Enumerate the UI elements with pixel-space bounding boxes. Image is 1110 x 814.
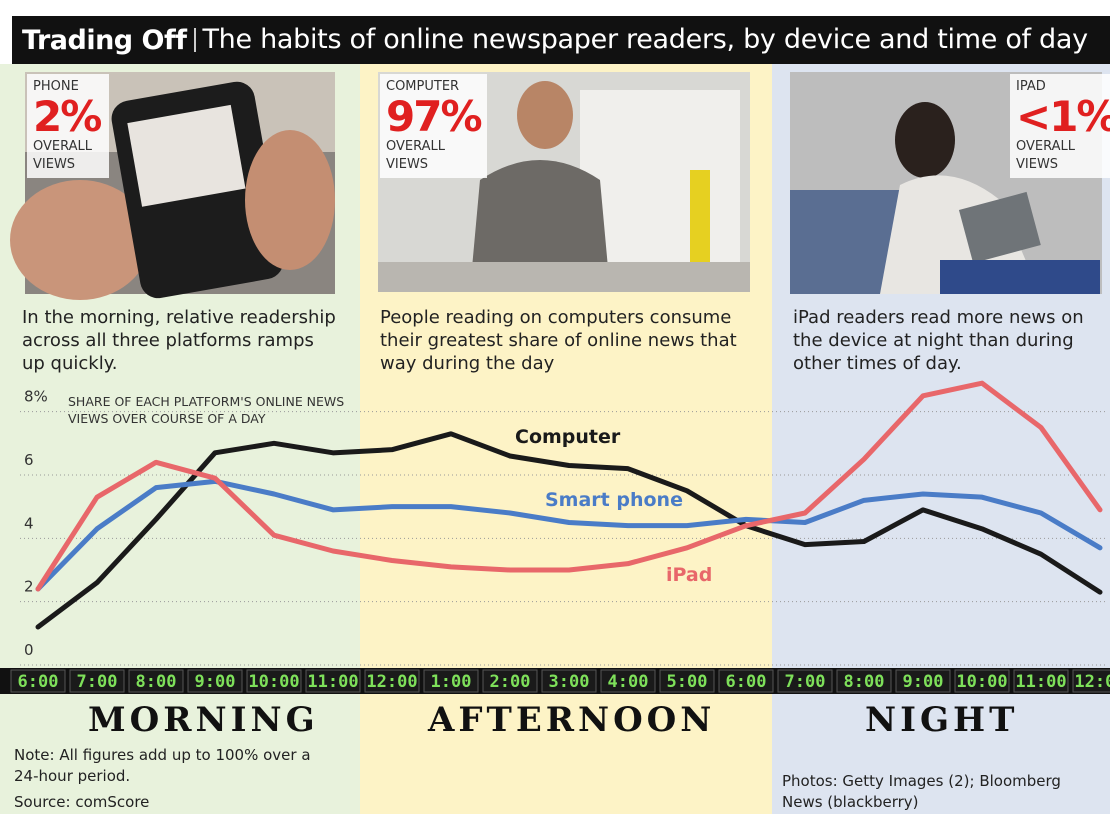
x-tick-label: 3:00 [549, 672, 590, 692]
y-tick-label: 8% [24, 388, 48, 406]
x-tick-label: 6:00 [726, 672, 767, 692]
device: IPAD [1016, 79, 1046, 94]
device: PHONE [33, 79, 79, 94]
x-tick-label: 7:00 [785, 672, 826, 692]
tick-box [246, 669, 302, 693]
computer-tag: COMPUTER 97% OVERALL VIEWS [380, 74, 487, 178]
x-tick-label: 12:00 [1074, 672, 1110, 692]
x-tick-label: 7:00 [77, 672, 118, 692]
tick-box [423, 669, 479, 693]
y-tick-label: 4 [24, 514, 34, 532]
period-label: MORNING [88, 700, 319, 740]
series-line [35, 380, 1103, 592]
x-tick-label: 10:00 [956, 672, 1007, 692]
y-axis-label: SHARE OF EACH PLATFORM'S ONLINE NEWS VIE… [68, 394, 345, 426]
tick-box [541, 669, 597, 693]
x-tick-label: 9:00 [903, 672, 944, 692]
tick-box [364, 669, 420, 693]
caption: iPad readers read more news on the devic… [793, 307, 1084, 374]
share: 97% [386, 92, 483, 141]
y-tick-label: 6 [24, 451, 34, 469]
series-label: Smart phone [545, 489, 683, 511]
tick-box [482, 669, 538, 693]
note: Note: All figures add up to 100% over a … [14, 746, 311, 785]
source: Source: comScore [14, 793, 150, 811]
subtitle: The habits of online newspaper readers, … [194, 26, 1088, 53]
share-label: OVERALL VIEWS [386, 139, 445, 172]
tick-box [895, 669, 951, 693]
x-tick-label: 11:00 [307, 672, 358, 692]
tick-box [600, 669, 656, 693]
tick-box [836, 669, 892, 693]
share-label: OVERALL VIEWS [1016, 139, 1075, 172]
y-tick-label: 0 [24, 641, 34, 659]
x-tick-label: 10:00 [248, 672, 299, 692]
period-label: AFTERNOON [428, 700, 716, 740]
y-tick-label: 2 [24, 578, 34, 596]
caption: In the morning, relative readership acro… [22, 307, 336, 374]
phone-tag: PHONE 2% OVERALL VIEWS [27, 74, 109, 178]
tick-box [187, 669, 243, 693]
share: 2% [33, 92, 102, 141]
tick-box [1013, 669, 1069, 693]
share: <1% [1016, 92, 1110, 141]
x-tick-label: 8:00 [844, 672, 885, 692]
share-label: OVERALL VIEWS [33, 139, 92, 172]
tick-box [10, 669, 66, 693]
x-tick-label: 9:00 [195, 672, 236, 692]
x-tick-label: 12:00 [366, 672, 417, 692]
period-label: NIGHT [865, 700, 1019, 740]
x-tick-label: 11:00 [1015, 672, 1066, 692]
series-line [35, 431, 1103, 630]
tick-box [659, 669, 715, 693]
tick-box [305, 669, 361, 693]
tick-box [954, 669, 1010, 693]
x-tick-label: 2:00 [490, 672, 531, 692]
tick-box [128, 669, 184, 693]
tick-box [718, 669, 774, 693]
title: Trading Off [22, 24, 187, 56]
series-label: iPad [666, 564, 712, 586]
x-tick-label: 6:00 [18, 672, 59, 692]
x-tick-label: 1:00 [431, 672, 472, 692]
tick-box [1072, 669, 1110, 693]
x-tick-label: 8:00 [136, 672, 177, 692]
x-tick-label: 5:00 [667, 672, 708, 692]
caption: People reading on computers consume thei… [380, 307, 737, 374]
credit: Photos: Getty Images (2); Bloomberg News… [782, 772, 1061, 811]
ipad-tag: IPAD <1% OVERALL VIEWS [1010, 74, 1110, 178]
series-label: Computer [515, 426, 621, 448]
tick-box [69, 669, 125, 693]
device: COMPUTER [386, 79, 460, 94]
title-bar: Trading Off The habits of online newspape… [12, 16, 1110, 64]
tick-box [777, 669, 833, 693]
x-tick-label: 4:00 [608, 672, 649, 692]
